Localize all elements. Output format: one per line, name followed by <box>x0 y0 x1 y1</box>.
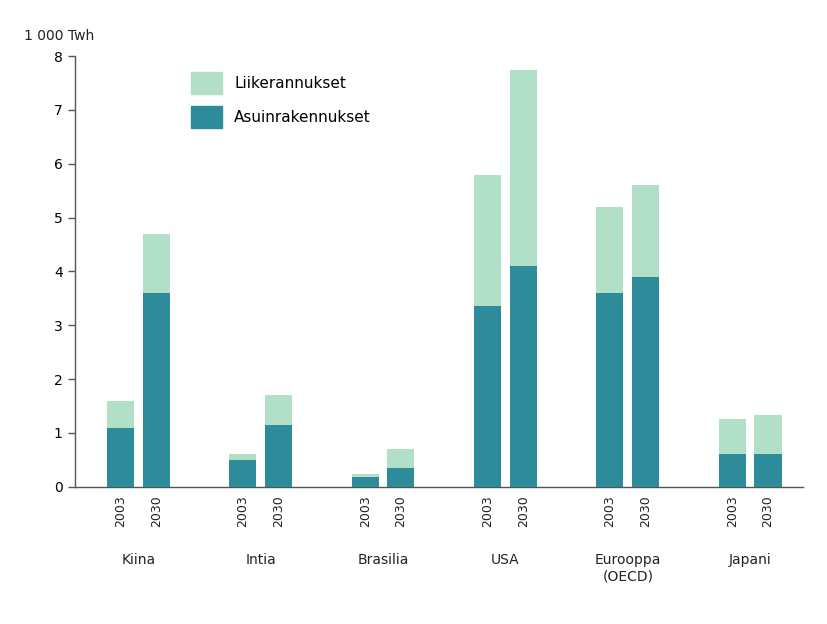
Bar <box>509 70 536 266</box>
Bar <box>229 460 256 487</box>
Bar <box>351 477 378 487</box>
Bar <box>142 234 170 293</box>
Text: USA: USA <box>490 553 519 567</box>
Bar <box>753 454 781 487</box>
Bar <box>718 419 745 454</box>
Bar <box>631 185 658 277</box>
Text: Kiina: Kiina <box>122 553 155 567</box>
Text: Brasilia: Brasilia <box>357 553 409 567</box>
Text: Eurooppa
(OECD): Eurooppa (OECD) <box>594 553 660 583</box>
Bar <box>265 425 292 487</box>
Bar <box>351 474 378 477</box>
Text: 1 000 Twh: 1 000 Twh <box>23 29 93 43</box>
Bar <box>107 401 134 427</box>
Bar <box>473 175 500 306</box>
Bar <box>387 449 414 468</box>
Bar <box>718 454 745 487</box>
Bar <box>631 277 658 487</box>
Text: Intia: Intia <box>245 553 275 567</box>
Text: Japani: Japani <box>728 553 771 567</box>
Bar <box>142 293 170 487</box>
Bar <box>595 293 623 487</box>
Legend: Liikerannukset, Asuinrakennukset: Liikerannukset, Asuinrakennukset <box>191 72 370 128</box>
Bar <box>753 415 781 454</box>
Bar <box>107 427 134 487</box>
Bar <box>509 266 536 487</box>
Bar <box>387 468 414 487</box>
Bar <box>265 395 292 425</box>
Bar <box>473 306 500 487</box>
Bar <box>595 207 623 293</box>
Bar <box>229 454 256 460</box>
